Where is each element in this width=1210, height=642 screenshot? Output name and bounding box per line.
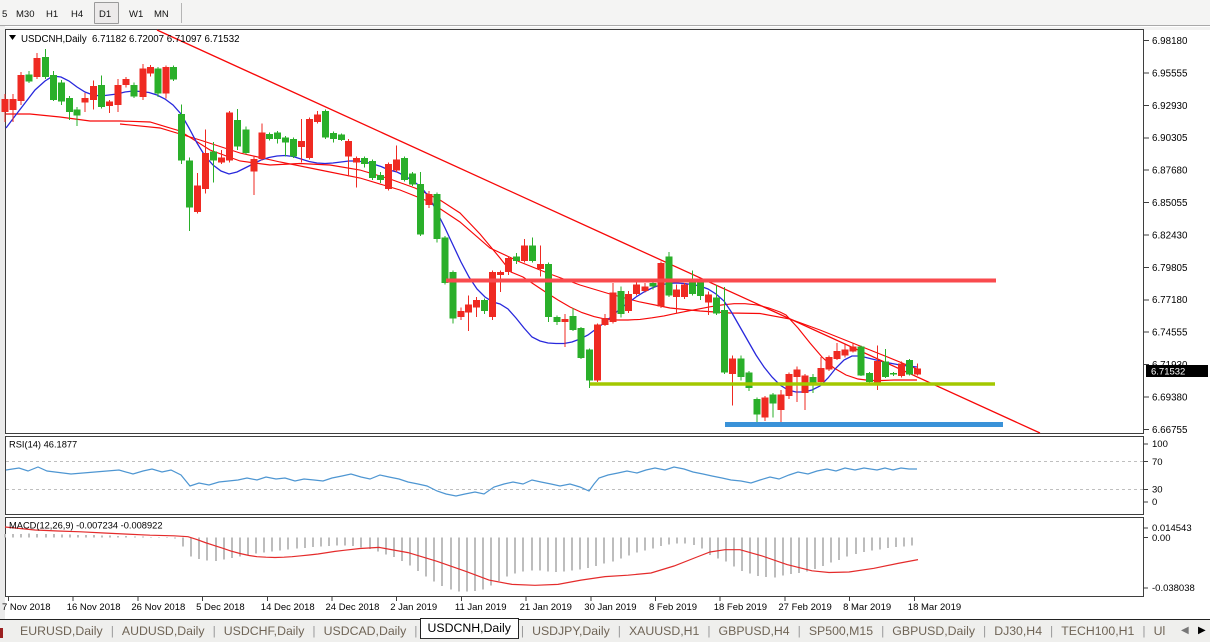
svg-text:30: 30: [1152, 484, 1163, 495]
svg-text:18 Feb 2019: 18 Feb 2019: [714, 602, 767, 613]
svg-text:-0.038038: -0.038038: [1152, 583, 1195, 594]
svg-text:USDCNH,Daily 6.71182 6.72007: USDCNH,Daily 6.71182 6.72007 6.71097 6.7…: [21, 34, 239, 45]
svg-text:21 Jan 2019: 21 Jan 2019: [520, 602, 572, 613]
svg-text:0.00: 0.00: [1152, 533, 1171, 544]
svg-text:0.014543: 0.014543: [1152, 523, 1192, 534]
svg-text:0: 0: [1152, 497, 1157, 508]
svg-text:6.66755: 6.66755: [1152, 425, 1188, 436]
svg-text:6.98180: 6.98180: [1152, 36, 1188, 47]
svg-text:6.95555: 6.95555: [1152, 68, 1188, 79]
svg-text:5 Dec 2018: 5 Dec 2018: [196, 602, 245, 613]
svg-text:6.77180: 6.77180: [1152, 295, 1188, 306]
svg-text:6.85055: 6.85055: [1152, 198, 1188, 209]
svg-text:26 Nov 2018: 26 Nov 2018: [131, 602, 185, 613]
svg-text:7 Nov 2018: 7 Nov 2018: [2, 602, 51, 613]
svg-text:6.82430: 6.82430: [1152, 230, 1188, 241]
svg-text:2 Jan 2019: 2 Jan 2019: [390, 602, 437, 613]
svg-text:24 Dec 2018: 24 Dec 2018: [326, 602, 380, 613]
svg-text:6.74555: 6.74555: [1152, 328, 1188, 339]
svg-text:RSI(14) 46.1877: RSI(14) 46.1877: [9, 440, 77, 450]
svg-text:6.71532: 6.71532: [1151, 367, 1185, 378]
svg-text:16 Nov 2018: 16 Nov 2018: [67, 602, 121, 613]
svg-text:8 Mar 2019: 8 Mar 2019: [843, 602, 891, 613]
svg-text:6.92930: 6.92930: [1152, 101, 1188, 112]
svg-text:100: 100: [1152, 439, 1168, 450]
svg-text:MACD(12,26,9) -0.007234 -0.008: MACD(12,26,9) -0.007234 -0.008922: [9, 521, 163, 531]
svg-text:11 Jan 2019: 11 Jan 2019: [455, 602, 507, 613]
svg-text:6.87680: 6.87680: [1152, 166, 1188, 177]
svg-text:8 Feb 2019: 8 Feb 2019: [649, 602, 697, 613]
svg-text:14 Dec 2018: 14 Dec 2018: [261, 602, 315, 613]
svg-text:18 Mar 2019: 18 Mar 2019: [908, 602, 961, 613]
svg-text:30 Jan 2019: 30 Jan 2019: [584, 602, 636, 613]
svg-text:6.79805: 6.79805: [1152, 263, 1188, 274]
svg-text:27 Feb 2019: 27 Feb 2019: [778, 602, 831, 613]
svg-text:6.69380: 6.69380: [1152, 392, 1188, 403]
svg-text:6.90305: 6.90305: [1152, 133, 1188, 144]
svg-text:70: 70: [1152, 457, 1163, 468]
